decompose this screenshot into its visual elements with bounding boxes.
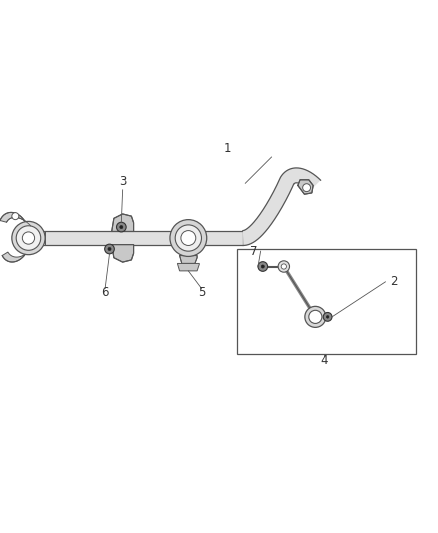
Bar — [237, 249, 416, 354]
Text: 7: 7 — [250, 245, 258, 257]
Circle shape — [281, 264, 286, 269]
Circle shape — [120, 225, 123, 229]
Polygon shape — [243, 168, 321, 246]
Circle shape — [261, 265, 265, 268]
Circle shape — [326, 316, 329, 318]
Text: 4: 4 — [320, 354, 328, 367]
Circle shape — [258, 262, 268, 271]
Circle shape — [12, 221, 45, 255]
Circle shape — [117, 222, 126, 232]
Circle shape — [305, 306, 326, 327]
Circle shape — [170, 220, 207, 256]
Circle shape — [278, 261, 290, 272]
Circle shape — [12, 213, 19, 220]
Circle shape — [22, 232, 35, 244]
Circle shape — [181, 231, 196, 246]
Text: 3: 3 — [119, 175, 126, 188]
Polygon shape — [112, 214, 134, 231]
Polygon shape — [180, 255, 197, 263]
Text: 1: 1 — [224, 142, 232, 155]
Polygon shape — [0, 213, 31, 226]
Polygon shape — [112, 245, 134, 262]
Polygon shape — [42, 231, 243, 246]
Polygon shape — [298, 180, 313, 194]
Text: 5: 5 — [198, 286, 205, 300]
Circle shape — [108, 247, 111, 251]
Circle shape — [175, 225, 201, 251]
Text: 6: 6 — [101, 286, 109, 300]
Circle shape — [309, 310, 322, 324]
Polygon shape — [37, 231, 45, 245]
Circle shape — [303, 184, 311, 191]
Circle shape — [16, 226, 41, 251]
Circle shape — [323, 312, 332, 321]
Polygon shape — [2, 251, 29, 262]
Text: 2: 2 — [390, 276, 398, 288]
Polygon shape — [177, 263, 199, 271]
Circle shape — [105, 244, 114, 254]
